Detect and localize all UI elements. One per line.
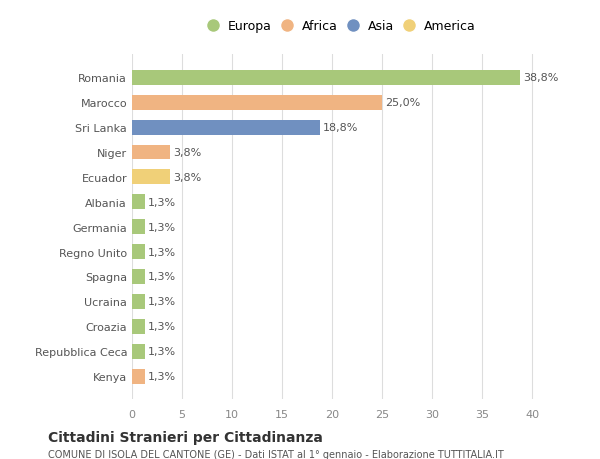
Bar xyxy=(132,145,170,160)
Text: 38,8%: 38,8% xyxy=(523,73,559,83)
Bar xyxy=(132,245,145,259)
Text: 18,8%: 18,8% xyxy=(323,123,358,133)
Bar xyxy=(132,170,170,185)
Text: 1,3%: 1,3% xyxy=(148,371,176,381)
Text: Cittadini Stranieri per Cittadinanza: Cittadini Stranieri per Cittadinanza xyxy=(48,430,323,444)
Legend: Europa, Africa, Asia, America: Europa, Africa, Asia, America xyxy=(205,17,479,37)
Text: 3,8%: 3,8% xyxy=(173,148,201,158)
Text: 1,3%: 1,3% xyxy=(148,247,176,257)
Bar xyxy=(132,220,145,235)
Bar xyxy=(132,269,145,284)
Bar xyxy=(132,195,145,210)
Text: 1,3%: 1,3% xyxy=(148,222,176,232)
Text: COMUNE DI ISOLA DEL CANTONE (GE) - Dati ISTAT al 1° gennaio - Elaborazione TUTTI: COMUNE DI ISOLA DEL CANTONE (GE) - Dati … xyxy=(48,449,504,459)
Bar xyxy=(132,71,520,86)
Bar xyxy=(132,344,145,359)
Text: 1,3%: 1,3% xyxy=(148,322,176,331)
Text: 1,3%: 1,3% xyxy=(148,197,176,207)
Text: 1,3%: 1,3% xyxy=(148,347,176,356)
Bar xyxy=(132,95,382,111)
Text: 25,0%: 25,0% xyxy=(385,98,420,108)
Bar xyxy=(132,369,145,384)
Text: 3,8%: 3,8% xyxy=(173,173,201,183)
Bar xyxy=(132,319,145,334)
Text: 1,3%: 1,3% xyxy=(148,272,176,282)
Bar xyxy=(132,120,320,135)
Bar xyxy=(132,294,145,309)
Text: 1,3%: 1,3% xyxy=(148,297,176,307)
